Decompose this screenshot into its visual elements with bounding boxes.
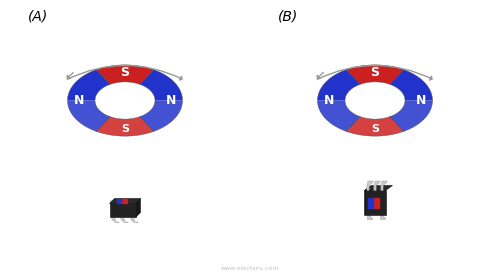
Bar [373,198,378,208]
Polygon shape [380,215,386,220]
Polygon shape [96,65,154,85]
Text: (A): (A) [28,9,48,24]
Polygon shape [68,70,110,101]
Text: S: S [371,124,379,134]
Text: N: N [416,94,426,107]
Polygon shape [364,185,392,190]
Polygon shape [68,101,110,131]
Bar [116,199,121,202]
Bar [368,198,372,208]
Polygon shape [318,70,360,101]
Polygon shape [131,217,138,222]
Polygon shape [129,201,136,203]
Polygon shape [110,201,118,203]
Text: (B): (B) [278,9,298,24]
Polygon shape [96,116,154,136]
Polygon shape [390,70,432,101]
Text: www.elecfans.com: www.elecfans.com [221,267,279,272]
Text: S: S [121,124,129,134]
Text: S: S [120,66,130,78]
Polygon shape [112,217,119,222]
Text: N: N [324,94,334,107]
Polygon shape [121,217,128,222]
Polygon shape [390,101,432,131]
Polygon shape [140,101,182,131]
Polygon shape [136,198,140,217]
Polygon shape [364,190,386,215]
Text: S: S [370,66,380,78]
Polygon shape [374,181,380,190]
Polygon shape [368,215,372,220]
Polygon shape [318,101,360,131]
Polygon shape [381,181,387,190]
Text: N: N [74,94,84,107]
Polygon shape [346,65,404,85]
Polygon shape [110,198,140,203]
Text: N: N [166,94,176,107]
Polygon shape [367,181,373,190]
Polygon shape [140,70,182,101]
Polygon shape [346,116,404,136]
Bar [122,199,127,202]
Polygon shape [364,185,372,215]
Polygon shape [110,203,136,217]
